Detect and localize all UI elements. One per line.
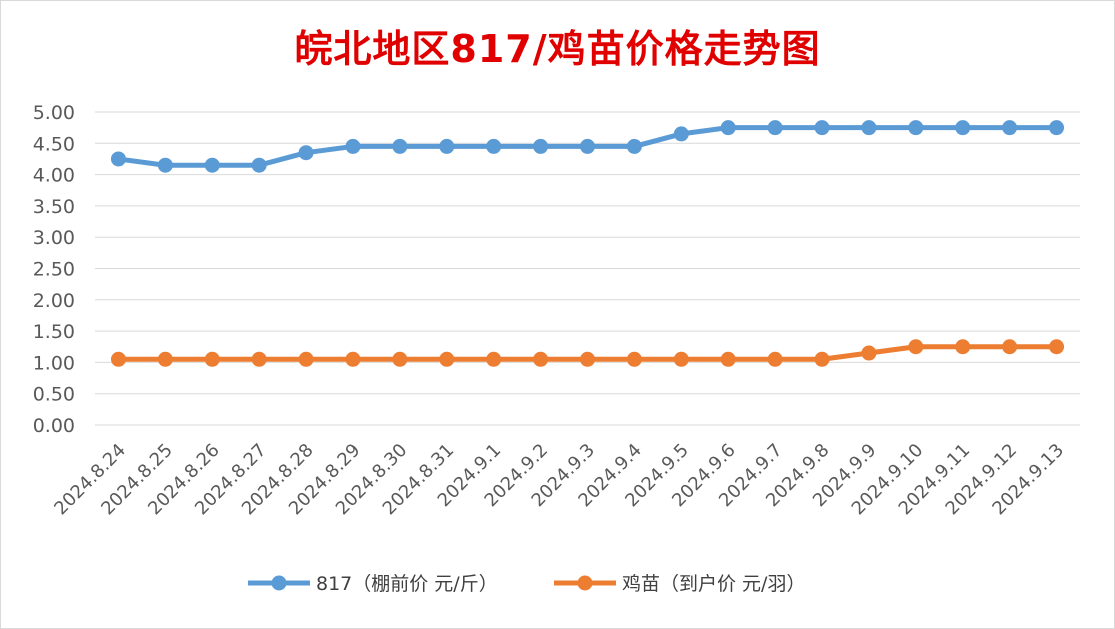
data-point	[157, 157, 173, 173]
y-tick-label: 3.00	[33, 227, 75, 249]
data-point	[908, 339, 924, 355]
legend-label: 鸡苗（到户价 元/羽）	[622, 573, 805, 595]
data-point	[251, 351, 267, 367]
data-point	[908, 120, 924, 136]
y-tick-label: 4.00	[33, 165, 75, 187]
data-point	[486, 138, 502, 154]
data-point	[1002, 339, 1018, 355]
series-layer	[110, 120, 1065, 367]
data-point	[767, 120, 783, 136]
x-axis-ticks: 2024.8.242024.8.252024.8.262024.8.272024…	[50, 440, 1068, 520]
data-point	[626, 351, 642, 367]
data-point	[392, 351, 408, 367]
data-point	[204, 157, 220, 173]
y-tick-label: 5.00	[33, 102, 75, 124]
data-point	[486, 351, 502, 367]
data-point	[1049, 120, 1065, 136]
data-point	[720, 351, 736, 367]
data-point	[298, 145, 314, 161]
legend-swatch-marker	[577, 575, 593, 591]
data-point	[673, 351, 689, 367]
y-tick-label: 2.50	[33, 259, 75, 281]
data-point	[673, 126, 689, 142]
data-point	[110, 151, 126, 167]
data-point	[345, 138, 361, 154]
data-point	[110, 351, 126, 367]
data-point	[767, 351, 783, 367]
y-tick-label: 1.50	[33, 321, 75, 343]
legend-swatch-marker	[271, 575, 287, 591]
series-2	[110, 339, 1065, 367]
data-point	[814, 120, 830, 136]
data-point	[720, 120, 736, 136]
y-tick-label: 1.00	[33, 352, 75, 374]
data-point	[392, 138, 408, 154]
y-tick-label: 4.50	[33, 133, 75, 155]
data-point	[955, 120, 971, 136]
data-point	[298, 351, 314, 367]
legend-entry-1: 817（棚前价 元/斤）	[248, 573, 498, 595]
data-point	[204, 351, 220, 367]
data-point	[439, 351, 455, 367]
data-point	[861, 345, 877, 361]
gridlines	[95, 111, 1080, 426]
data-point	[251, 157, 267, 173]
data-point	[157, 351, 173, 367]
legend: 817（棚前价 元/斤） 鸡苗（到户价 元/羽）	[248, 573, 805, 595]
y-tick-label: 2.00	[33, 290, 75, 312]
y-tick-label: 0.50	[33, 384, 75, 406]
data-point	[580, 138, 595, 154]
legend-label: 817（棚前价 元/斤）	[316, 573, 498, 595]
series-1	[110, 120, 1065, 173]
y-tick-label: 3.50	[33, 196, 75, 218]
data-point	[955, 339, 971, 355]
data-point	[533, 351, 549, 367]
data-point	[814, 351, 830, 367]
data-point	[861, 120, 877, 136]
data-point	[626, 138, 642, 154]
y-tick-label: 0.00	[33, 415, 75, 437]
legend-entry-2: 鸡苗（到户价 元/羽）	[554, 573, 805, 595]
y-axis-ticks: 0.00 0.50 1.00 1.50 2.00 2.50 3.00 3.50 4.00 4.50…	[33, 102, 75, 437]
data-point	[1002, 120, 1018, 136]
data-point	[580, 351, 595, 367]
chart-title: 皖北地区817/鸡苗价格走势图	[294, 27, 821, 71]
data-point	[439, 138, 455, 154]
data-point	[1049, 339, 1065, 355]
data-point	[345, 351, 361, 367]
data-point	[533, 138, 549, 154]
